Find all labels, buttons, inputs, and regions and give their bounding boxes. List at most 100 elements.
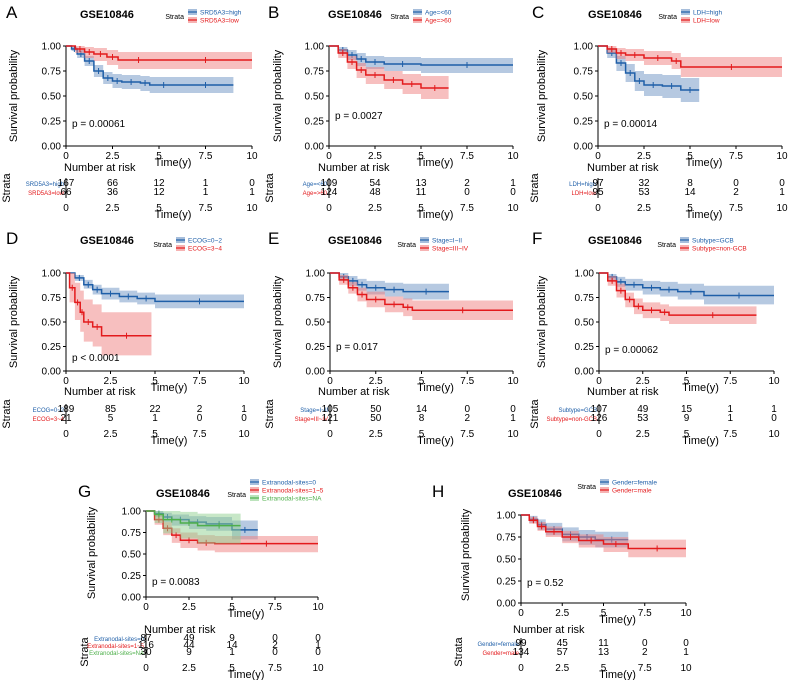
y-tick-label: 1.00 bbox=[574, 42, 594, 53]
y-tick-label: 0.00 bbox=[42, 142, 62, 153]
risk-count: 66 bbox=[107, 178, 119, 189]
legend-entry: ECOG=3~4 bbox=[188, 246, 222, 253]
risk-count: 99 bbox=[515, 638, 527, 649]
x-axis-label: Time(y) bbox=[417, 157, 454, 169]
p-value: p = 0.00061 bbox=[72, 119, 126, 130]
x-tick-label: 10 bbox=[507, 151, 519, 162]
risk-x-tick-label: 5 bbox=[684, 429, 690, 440]
p-value: p < 0.0001 bbox=[72, 353, 120, 364]
risk-count: 13 bbox=[598, 647, 610, 658]
y-tick-label: 0.75 bbox=[42, 67, 62, 78]
x-tick-label: 5 bbox=[687, 151, 693, 162]
legend-title: Strata bbox=[390, 14, 409, 21]
risk-count: 12 bbox=[153, 187, 165, 198]
risk-count: 57 bbox=[557, 647, 569, 658]
risk-count: 12 bbox=[153, 178, 165, 189]
x-tick-label: 2.5 bbox=[368, 151, 382, 162]
y-tick-label: 0.50 bbox=[42, 318, 62, 329]
panel-letter: A bbox=[6, 3, 18, 22]
risk-count: 97 bbox=[592, 178, 604, 189]
risk-x-tick-label: 5 bbox=[152, 429, 158, 440]
y-axis-label: Survival probability bbox=[536, 49, 548, 142]
y-tick-label: 1.00 bbox=[42, 269, 62, 280]
risk-count: 11 bbox=[598, 638, 609, 649]
x-tick-label: 2.5 bbox=[636, 376, 650, 387]
legend-title: Strata bbox=[658, 14, 677, 21]
ci-band bbox=[598, 46, 700, 102]
x-tick-label: 5 bbox=[152, 376, 158, 387]
risk-count: 134 bbox=[513, 647, 530, 658]
risk-count: 1 bbox=[683, 647, 689, 658]
risk-row-label: Gender=male bbox=[482, 651, 519, 657]
risk-count: 126 bbox=[591, 413, 608, 424]
risk-count: 0 bbox=[771, 413, 777, 424]
panel-letter: F bbox=[532, 229, 542, 248]
legend-entry: Extranodal-sites=NA bbox=[262, 496, 322, 503]
x-tick-label: 0 bbox=[518, 608, 524, 619]
x-tick-label: 7.5 bbox=[729, 151, 743, 162]
x-axis-label: Time(y) bbox=[155, 157, 192, 169]
y-tick-label: 1.00 bbox=[122, 507, 142, 518]
ci-band bbox=[598, 46, 782, 77]
p-value: p = 0.017 bbox=[336, 342, 378, 353]
legend-title: Strata bbox=[657, 242, 676, 249]
y-axis-label: Survival probability bbox=[86, 506, 98, 599]
x-tick-label: 2.5 bbox=[637, 151, 651, 162]
risk-x-tick-label: 0 bbox=[596, 429, 602, 440]
risk-table-title: Number at risk bbox=[587, 162, 659, 174]
risk-count: 14 bbox=[226, 640, 238, 651]
y-axis-label: Survival probability bbox=[536, 275, 548, 368]
panel-letter: E bbox=[268, 229, 279, 248]
x-tick-label: 7.5 bbox=[268, 602, 282, 613]
panel-h: H GSE10846StrataGender=femaleGender=maleS… bbox=[432, 479, 692, 680]
risk-table-title: Number at risk bbox=[587, 386, 659, 398]
risk-x-tick-label: 10 bbox=[507, 203, 519, 214]
x-tick-label: 2.5 bbox=[104, 376, 118, 387]
risk-count: 44 bbox=[183, 640, 195, 651]
risk-count: 167 bbox=[58, 178, 75, 189]
x-tick-label: 0 bbox=[143, 602, 149, 613]
y-tick-label: 1.00 bbox=[305, 42, 325, 53]
panel-f: F GSE10846 StrataSubtype=GCBSubtype=non-GC… bbox=[529, 229, 780, 447]
risk-x-tick-label: 7.5 bbox=[268, 663, 282, 674]
legend-title: Strata bbox=[227, 492, 246, 499]
y-tick-label: 0.50 bbox=[305, 92, 325, 103]
legend-entry: Subtype=non-GCB bbox=[692, 246, 747, 253]
p-value: p = 0.0083 bbox=[152, 577, 200, 588]
x-tick-label: 5 bbox=[601, 608, 607, 619]
risk-strata-label: Strata bbox=[264, 172, 276, 202]
x-tick-label: 0 bbox=[326, 151, 332, 162]
legend-entry: ECOG=0~2 bbox=[188, 238, 222, 245]
risk-x-axis-label: Time(y) bbox=[682, 435, 719, 447]
risk-count: 2 bbox=[642, 647, 648, 658]
x-axis-label: Time(y) bbox=[686, 157, 723, 169]
risk-x-tick-label: 5 bbox=[601, 663, 607, 674]
legend-entry: Stage=I~II bbox=[432, 238, 462, 245]
risk-count: 95 bbox=[592, 187, 604, 198]
risk-x-tick-label: 2.5 bbox=[555, 663, 569, 674]
risk-count: 1 bbox=[779, 187, 785, 198]
x-tick-label: 0 bbox=[596, 376, 602, 387]
risk-count: 49 bbox=[183, 633, 195, 644]
risk-count: 0 bbox=[642, 638, 648, 649]
risk-count: 0 bbox=[249, 178, 255, 189]
x-tick-label: 0 bbox=[63, 151, 69, 162]
risk-row-label: Age=>60 bbox=[303, 191, 328, 197]
y-tick-label: 0.00 bbox=[497, 599, 517, 610]
risk-x-tick-label: 2.5 bbox=[636, 429, 650, 440]
panel-a: A GSE10846 StrataSRD5A3=highSRD5A3=lowSurv… bbox=[1, 3, 258, 221]
ci-band bbox=[329, 46, 449, 99]
y-tick-label: 0.50 bbox=[42, 92, 62, 103]
legend-entry: LDH=low bbox=[693, 18, 720, 25]
panel-title: GSE10846 bbox=[588, 235, 642, 247]
risk-x-tick-label: 0 bbox=[327, 429, 333, 440]
panel-g: G GSE10846 StrataExtranodal-sites=0Extrano… bbox=[78, 479, 324, 680]
y-tick-label: 0.75 bbox=[122, 528, 142, 539]
risk-count: 14 bbox=[416, 404, 428, 415]
y-tick-label: 0.75 bbox=[497, 533, 517, 544]
risk-count: 0 bbox=[272, 647, 278, 658]
ci-band bbox=[66, 46, 234, 93]
